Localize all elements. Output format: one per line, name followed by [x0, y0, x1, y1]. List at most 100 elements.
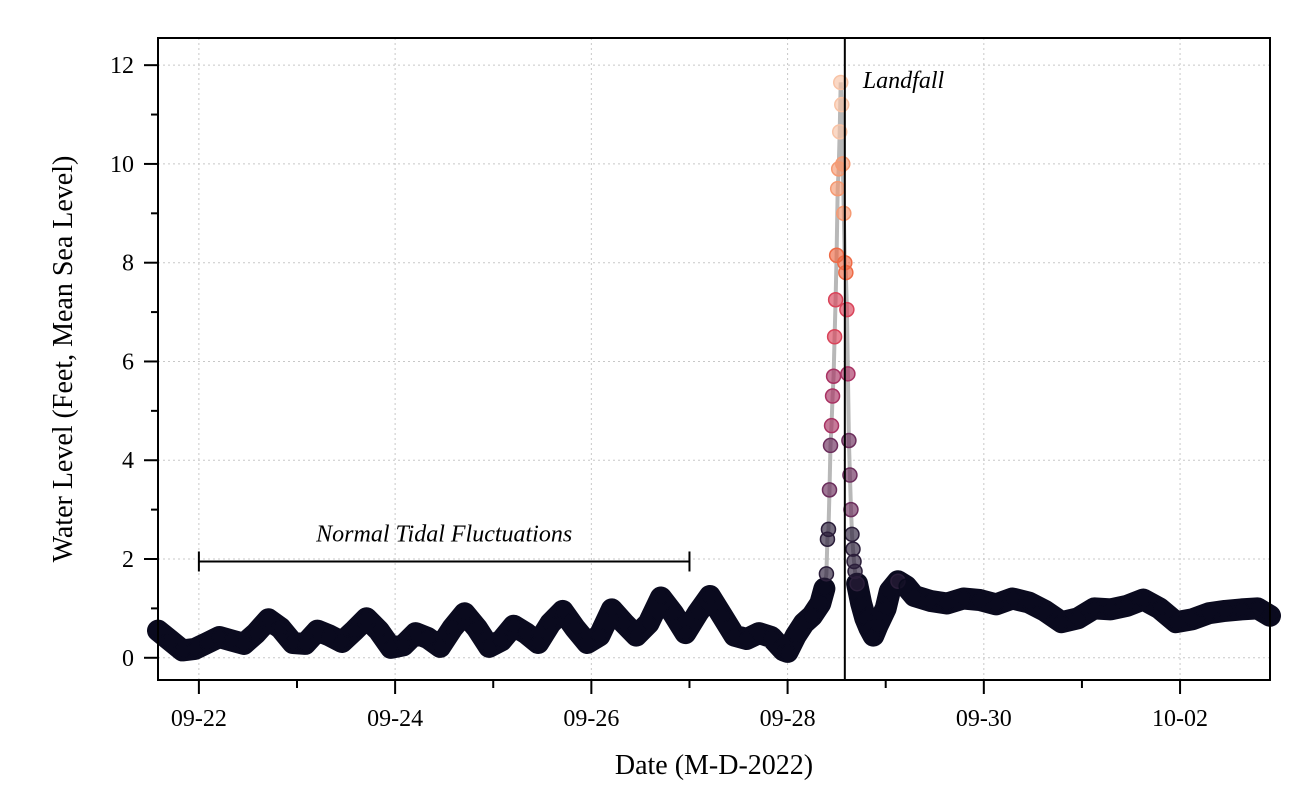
y-tick-label: 0 — [122, 646, 134, 672]
data-point — [1004, 590, 1021, 607]
data-point — [481, 639, 497, 655]
data-point — [199, 635, 215, 651]
data-point — [1037, 603, 1053, 619]
data-point — [689, 605, 706, 622]
x-tick-label: 09-30 — [956, 706, 1012, 732]
y-tick-label: 12 — [110, 53, 134, 79]
data-point — [853, 595, 869, 612]
data-point — [825, 368, 842, 385]
data-point — [827, 291, 844, 308]
x-axis: 09-22 09-24 09-26 09-28 09-30 10-02 — [171, 680, 1208, 732]
data-point — [1233, 601, 1250, 618]
data-point — [842, 467, 858, 483]
data-point — [834, 96, 850, 113]
data-point — [616, 615, 632, 631]
data-point — [840, 366, 856, 382]
data-point — [869, 617, 886, 634]
data-point — [358, 610, 375, 627]
data-point — [1217, 603, 1233, 619]
y-tick-label: 2 — [122, 547, 134, 573]
data-point — [831, 124, 848, 140]
data-point — [444, 620, 461, 636]
data-point — [346, 622, 362, 639]
data-point — [823, 417, 840, 434]
data-point — [971, 592, 988, 608]
normal-tides-label: Normal Tidal Fluctuations — [315, 521, 572, 547]
data-point — [906, 588, 923, 604]
plot-background — [158, 38, 1270, 680]
gridlines — [158, 38, 1270, 680]
data-point — [567, 620, 583, 636]
data-point — [1021, 594, 1037, 611]
data-point — [714, 608, 730, 624]
data-point — [816, 580, 833, 597]
x-tick-label: 09-24 — [367, 706, 423, 732]
data-point — [677, 625, 694, 641]
data-point — [1070, 610, 1086, 627]
data-point — [835, 156, 851, 172]
x-tick-label: 09-26 — [563, 706, 619, 732]
data-point — [839, 301, 855, 318]
data-point — [236, 636, 252, 652]
data-point — [518, 625, 534, 641]
data-point — [272, 620, 289, 636]
data-point — [955, 590, 972, 607]
data-point — [162, 632, 179, 649]
data-point — [824, 388, 841, 404]
data-point — [420, 630, 436, 646]
data-point — [469, 620, 485, 636]
data-point — [738, 631, 755, 647]
data-point — [604, 601, 620, 618]
data-point — [898, 578, 914, 594]
y-tick-label: 10 — [110, 152, 134, 178]
data-point — [1102, 601, 1119, 618]
x-axis-title: Date (M-D-2022) — [615, 750, 813, 781]
y-tick-label: 8 — [122, 251, 134, 277]
data-point — [836, 205, 852, 222]
data-point — [554, 603, 571, 619]
data-point — [702, 588, 718, 604]
x-tick-label: 09-22 — [171, 706, 227, 732]
y-axis: 0 2 4 6 8 10 12 — [110, 53, 158, 672]
data-point — [849, 575, 865, 592]
data-point — [779, 644, 796, 660]
data-point — [818, 566, 835, 582]
landfall-label: Landfall — [862, 68, 945, 94]
data-point — [1184, 611, 1201, 628]
data-point — [432, 639, 448, 655]
data-point — [505, 617, 522, 634]
data-point — [1135, 591, 1152, 608]
data-point — [321, 627, 338, 644]
data-point — [939, 595, 955, 612]
data-point — [1200, 605, 1217, 622]
data-point — [591, 627, 608, 644]
data-point — [395, 637, 412, 654]
data-point — [383, 640, 399, 656]
data-point — [1249, 600, 1266, 617]
plot-frame — [157, 37, 1271, 681]
data-point — [812, 595, 829, 612]
normal-tides-bracket — [197, 551, 691, 572]
data-point — [922, 593, 939, 609]
data-point — [829, 180, 846, 197]
x-tick-label: 09-28 — [760, 706, 816, 732]
data-point — [640, 615, 657, 631]
data-point — [334, 634, 350, 650]
data-point — [248, 625, 264, 641]
data-point — [877, 600, 894, 617]
data-point — [822, 437, 839, 454]
data-point — [1151, 600, 1168, 617]
data-point — [187, 641, 203, 657]
data-point — [371, 622, 387, 639]
data-point — [579, 635, 596, 651]
data-point — [821, 482, 838, 498]
data-point — [1119, 598, 1135, 614]
data-point — [260, 611, 277, 628]
data-point — [1168, 614, 1184, 630]
data-point — [838, 264, 854, 281]
data-point — [665, 605, 681, 622]
data-point — [844, 526, 860, 543]
data-point — [493, 632, 510, 649]
data-point — [820, 521, 837, 538]
